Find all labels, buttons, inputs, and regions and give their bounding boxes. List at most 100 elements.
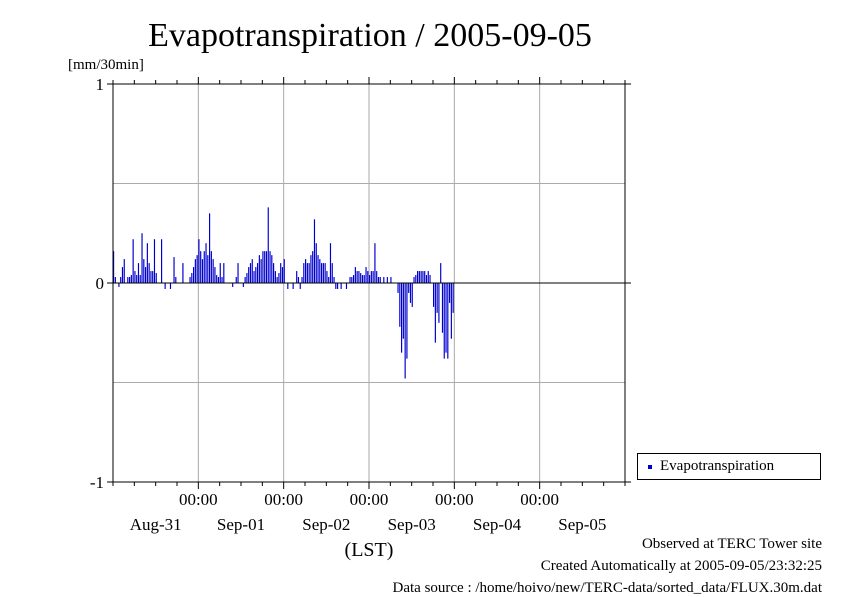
bar xyxy=(246,273,248,283)
bar xyxy=(114,277,116,283)
bar xyxy=(361,275,364,283)
bar xyxy=(214,267,216,283)
bar xyxy=(409,283,412,303)
bar xyxy=(386,277,388,283)
bar xyxy=(321,263,323,283)
bar xyxy=(223,263,225,283)
bar xyxy=(308,263,310,283)
x-time-label: 00:00 xyxy=(350,490,389,509)
x-day-label: Sep-02 xyxy=(302,515,350,534)
bar xyxy=(217,277,220,283)
x-time-label: 00:00 xyxy=(264,490,303,509)
x-axis-label: (LST) xyxy=(345,539,394,561)
bar xyxy=(367,271,369,283)
bar xyxy=(411,283,413,307)
bar xyxy=(297,277,300,283)
x-day-label: Sep-04 xyxy=(473,515,522,534)
bar xyxy=(399,283,401,327)
bar xyxy=(390,277,392,283)
bar xyxy=(349,277,351,283)
bar xyxy=(397,283,399,293)
bar xyxy=(310,255,312,283)
bar xyxy=(258,255,260,283)
bar xyxy=(383,277,385,283)
x-day-label: Sep-05 xyxy=(558,515,606,534)
bar xyxy=(255,267,257,283)
bar xyxy=(164,283,166,289)
bar xyxy=(278,273,280,283)
bar xyxy=(137,263,140,283)
bar xyxy=(196,255,198,283)
bar xyxy=(262,251,264,283)
bar xyxy=(123,259,125,283)
x-time-label: 00:00 xyxy=(435,490,474,509)
bar xyxy=(148,263,150,283)
y-tick-label: 0 xyxy=(96,274,105,293)
bar xyxy=(433,283,435,307)
bar xyxy=(269,251,271,283)
bar xyxy=(257,263,259,283)
bar xyxy=(182,263,184,283)
bar xyxy=(406,283,408,359)
bar xyxy=(127,277,129,283)
y-tick-label: -1 xyxy=(90,473,104,492)
bar xyxy=(404,283,406,379)
bar xyxy=(413,277,415,283)
y-axis-label: [mm/30min] xyxy=(68,57,144,73)
bar xyxy=(301,277,303,283)
bar xyxy=(379,277,381,283)
bar xyxy=(191,273,193,283)
bar xyxy=(146,243,148,283)
bar xyxy=(244,277,246,283)
legend-label: Evapotranspiration xyxy=(660,458,775,474)
bar xyxy=(118,283,120,287)
bar xyxy=(450,283,452,339)
bar xyxy=(354,267,356,283)
bar xyxy=(376,271,378,283)
bar xyxy=(353,275,355,283)
bar xyxy=(249,263,252,283)
bar xyxy=(322,263,324,283)
bar xyxy=(447,283,449,359)
x-day-label: Sep-03 xyxy=(388,515,436,534)
bar xyxy=(313,219,316,283)
footer-source: Data source : /home/hoivo/new/TERC-data/… xyxy=(392,580,823,596)
bar xyxy=(120,277,122,283)
bar xyxy=(237,263,239,283)
bar xyxy=(440,263,442,283)
bar xyxy=(173,257,175,283)
bar xyxy=(312,251,314,283)
bar xyxy=(161,239,163,283)
bar xyxy=(212,259,214,283)
bar xyxy=(434,283,436,343)
bar xyxy=(335,283,337,289)
bar xyxy=(372,271,374,283)
footer-observed: Observed at TERC Tower site xyxy=(641,536,822,552)
bar xyxy=(260,259,262,283)
bar xyxy=(287,283,289,289)
bar xyxy=(235,277,237,283)
bar xyxy=(408,283,410,293)
x-time-label: 00:00 xyxy=(179,490,218,509)
bar xyxy=(449,283,451,303)
bar xyxy=(420,271,422,283)
y-tick-label: 1 xyxy=(96,75,105,94)
bar xyxy=(370,271,372,283)
bar xyxy=(401,283,403,353)
bar xyxy=(198,239,200,283)
bar xyxy=(351,277,353,283)
bar xyxy=(265,251,268,283)
bar xyxy=(136,275,138,283)
bar xyxy=(267,207,269,283)
bar xyxy=(445,283,447,353)
bar xyxy=(113,251,115,283)
bar xyxy=(424,271,426,283)
bar xyxy=(193,267,195,283)
bar xyxy=(333,277,335,283)
bar xyxy=(306,263,308,283)
bar xyxy=(242,283,244,287)
bar xyxy=(221,277,223,283)
bar xyxy=(251,259,253,283)
bar xyxy=(296,271,298,283)
